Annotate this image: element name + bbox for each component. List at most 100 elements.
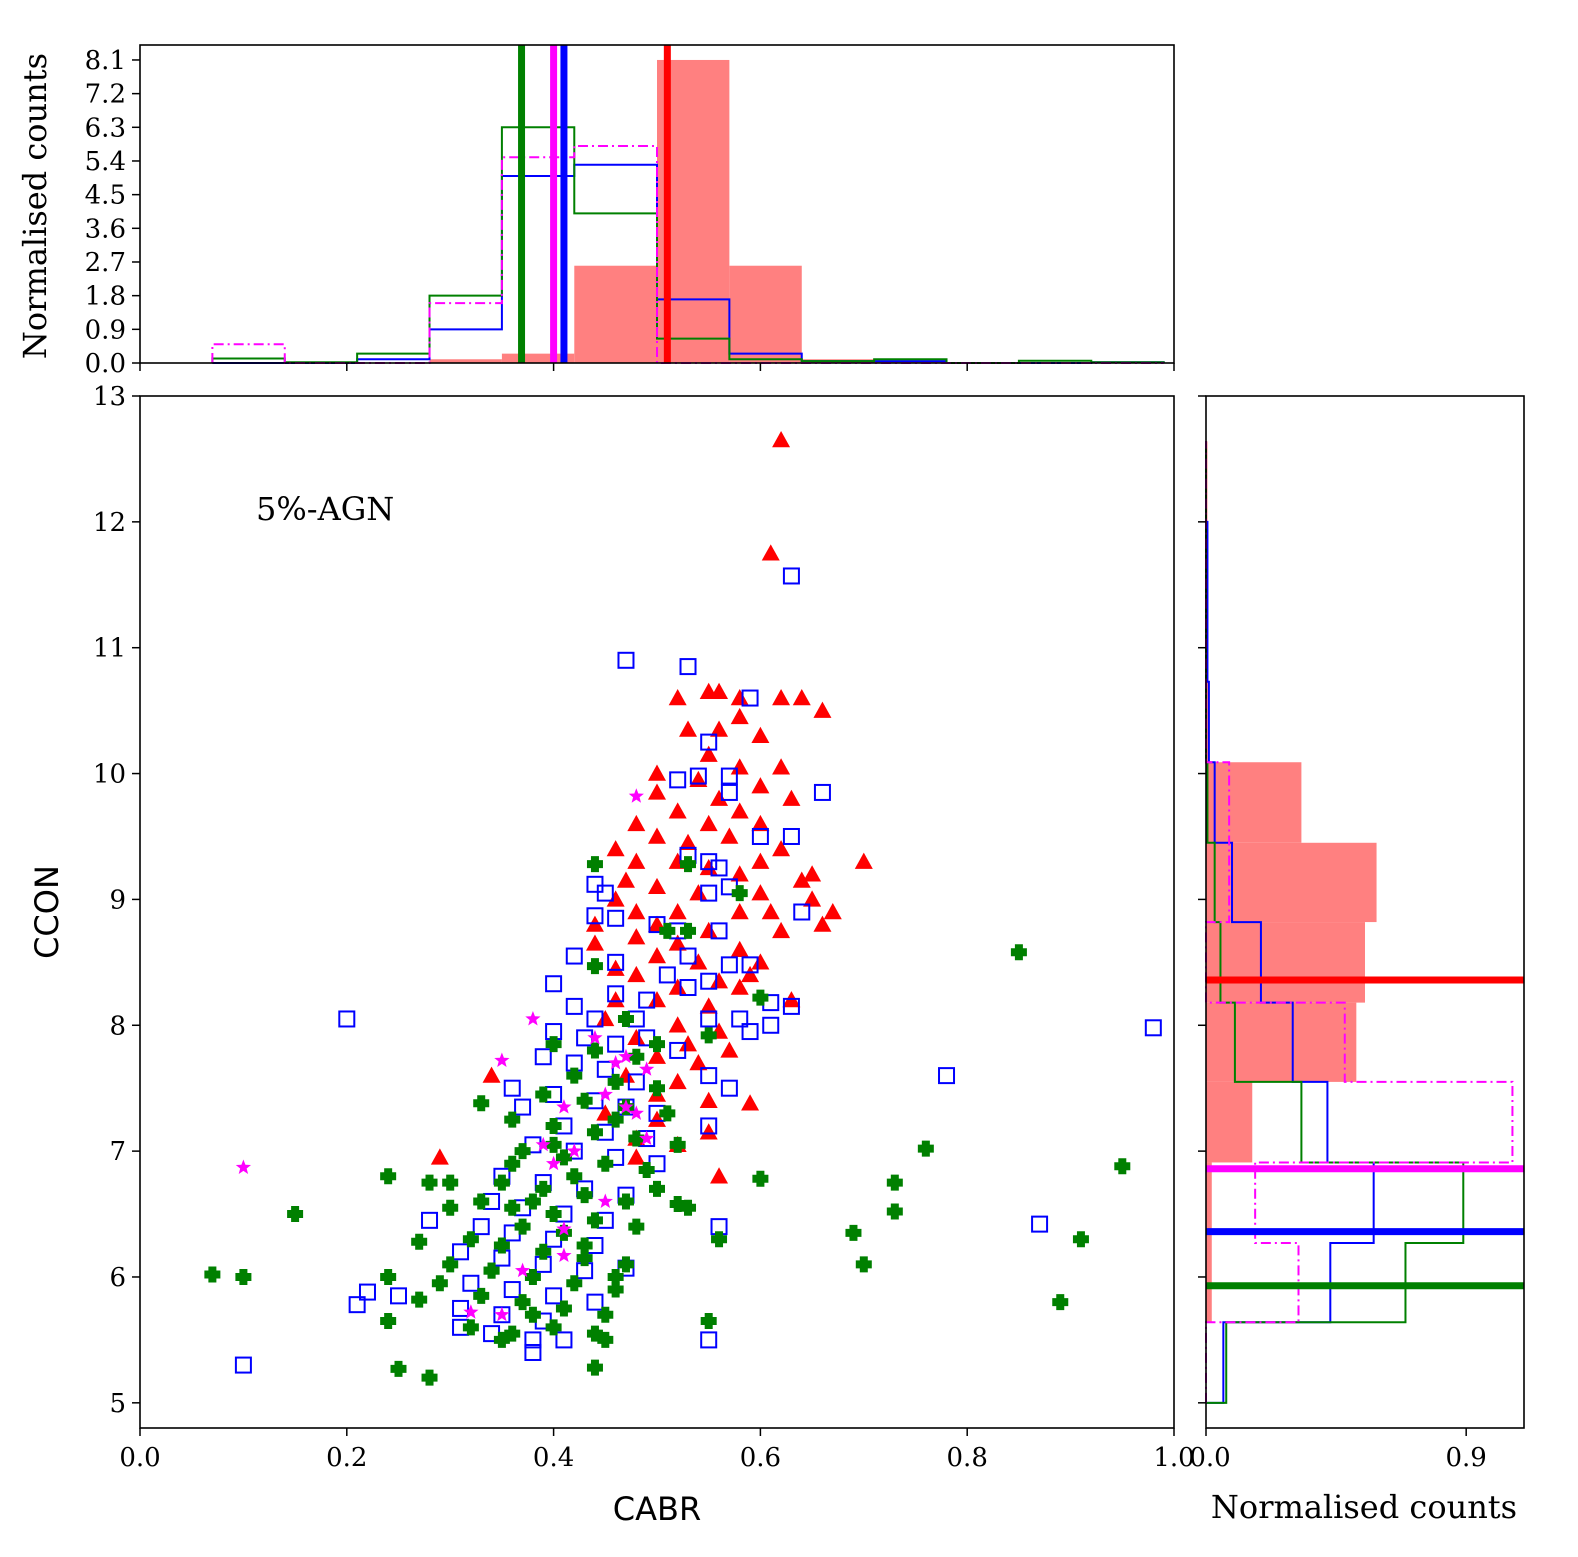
blue-square-point	[720, 956, 738, 974]
green-plus-point	[545, 1117, 562, 1134]
blue-square-point	[731, 1010, 749, 1028]
red-triangle-point	[772, 689, 791, 706]
green-plus-point	[566, 1067, 583, 1084]
top-axes-frame	[139, 44, 1175, 364]
red-triangle-point	[751, 726, 770, 744]
blue-square-point	[938, 1067, 956, 1085]
right-x-tick-label: 0.0	[1189, 1443, 1230, 1473]
blue-square-point	[627, 1073, 645, 1091]
blue-square-point	[689, 767, 707, 785]
red-triangle-point	[813, 701, 832, 718]
blue-square-point	[700, 853, 718, 871]
green-plus-point	[607, 1281, 624, 1298]
red-triangle-point	[792, 871, 811, 888]
green-plus-point	[576, 1237, 593, 1254]
green-plus-point	[1114, 1158, 1131, 1175]
top-y-tick-label: 8.1	[85, 46, 126, 76]
green-plus-point	[586, 856, 603, 873]
green-plus-point	[649, 1180, 665, 1197]
blue-square-point	[452, 1299, 470, 1317]
green-plus-point	[607, 1111, 624, 1128]
blue-square-point	[762, 1016, 780, 1034]
green-plus-point	[411, 1233, 428, 1250]
blue-square-point	[617, 651, 635, 669]
x-axis-title: CABR	[613, 1490, 701, 1528]
top-histogram: 0.0 0.91.8 2.7 3.64.5 5.4 6.37.2 8.1 Normalise…	[16, 44, 1175, 379]
green-plus-point	[711, 1231, 728, 1248]
green-plus-point	[473, 1287, 490, 1304]
red-triangle-point	[679, 720, 698, 737]
green-plus-point	[617, 1193, 634, 1210]
green-plus-point	[380, 1268, 397, 1285]
green-plus-point	[659, 922, 676, 939]
blue-square-point	[700, 1010, 718, 1028]
blue-square-point	[607, 1035, 625, 1053]
blue-square-point	[638, 991, 656, 1009]
magenta-star-point	[545, 1155, 562, 1171]
red-triangle-point	[730, 978, 749, 995]
blue-square-point	[565, 997, 583, 1015]
green-plus-point	[1072, 1231, 1089, 1248]
red-triangle-point	[761, 903, 780, 920]
red-triangle-point	[627, 965, 646, 983]
top-y-tick-label: 0.9	[85, 315, 126, 345]
top-y-tick-label: 0.0	[85, 349, 126, 379]
top-green-step	[211, 126, 1165, 364]
x-tick-label: 0.6	[740, 1443, 781, 1473]
right-histogram: 0.0 0.9 Normalised counts	[1189, 395, 1525, 1526]
blue-square-point	[524, 1343, 542, 1361]
blue-square-point	[586, 907, 604, 925]
green-plus-point	[700, 1313, 717, 1330]
red-triangle-point	[772, 431, 791, 448]
green-plus-point	[669, 1136, 686, 1153]
red-triangle-point	[699, 1091, 718, 1108]
blue-square-point	[607, 909, 625, 927]
green-plus-point	[628, 1130, 645, 1147]
red-triangle-point	[627, 852, 646, 869]
red-triangle-point	[689, 1054, 708, 1071]
green-plus-point	[917, 1140, 934, 1157]
green-plus-point	[566, 1168, 583, 1185]
red-triangle-point	[730, 689, 749, 706]
red-triangle-point	[751, 852, 770, 869]
top-y-tick-label: 5.4	[85, 147, 126, 177]
red-triangle-point	[679, 1035, 698, 1052]
right-blue-step	[1205, 441, 1375, 1404]
right-histogram-bars	[1205, 441, 1514, 1404]
top-y-tick-label: 2.7	[85, 248, 126, 278]
green-plus-point	[1052, 1294, 1069, 1311]
red-triangle-point	[699, 745, 718, 762]
blue-square-point	[421, 1211, 439, 1229]
right-y-ticks	[1198, 395, 1206, 1404]
top-y-axis-title: Normalised counts	[16, 53, 54, 359]
green-plus-point	[535, 1243, 552, 1260]
green-plus-point	[545, 1206, 562, 1223]
red-triangle-point	[751, 953, 770, 970]
green-plus-point	[607, 1073, 624, 1090]
red-triangle-point	[606, 991, 625, 1008]
blue-square-point	[503, 1281, 521, 1299]
blue-square-point	[586, 1293, 604, 1311]
y-tick-label: 5	[109, 1389, 126, 1419]
red-triangle-point	[699, 921, 718, 939]
red-triangle-point	[648, 947, 666, 964]
green-plus-point	[700, 1027, 717, 1044]
x-tick-label: 0.4	[533, 1443, 574, 1473]
blue-square-point	[348, 1296, 366, 1314]
blue-square-point	[782, 567, 800, 585]
blue-square-point	[607, 985, 625, 1003]
red-triangle-point	[813, 915, 832, 932]
green-plus-point	[649, 1080, 665, 1097]
right-red-bar	[1206, 762, 1302, 843]
green-plus-point	[493, 1237, 510, 1254]
x-tick-label: 0.8	[947, 1443, 988, 1473]
blue-square-point	[720, 767, 738, 785]
y-tick-label: 10	[93, 760, 126, 790]
red-triangle-point	[699, 814, 718, 832]
green-plus-point	[524, 1306, 541, 1323]
right-x-tick-label: 0.9	[1446, 1443, 1487, 1473]
red-triangle-point	[761, 544, 780, 561]
y-tick-label: 7	[109, 1137, 126, 1167]
green-plus-point	[473, 1193, 490, 1210]
green-plus-point	[607, 1268, 624, 1285]
